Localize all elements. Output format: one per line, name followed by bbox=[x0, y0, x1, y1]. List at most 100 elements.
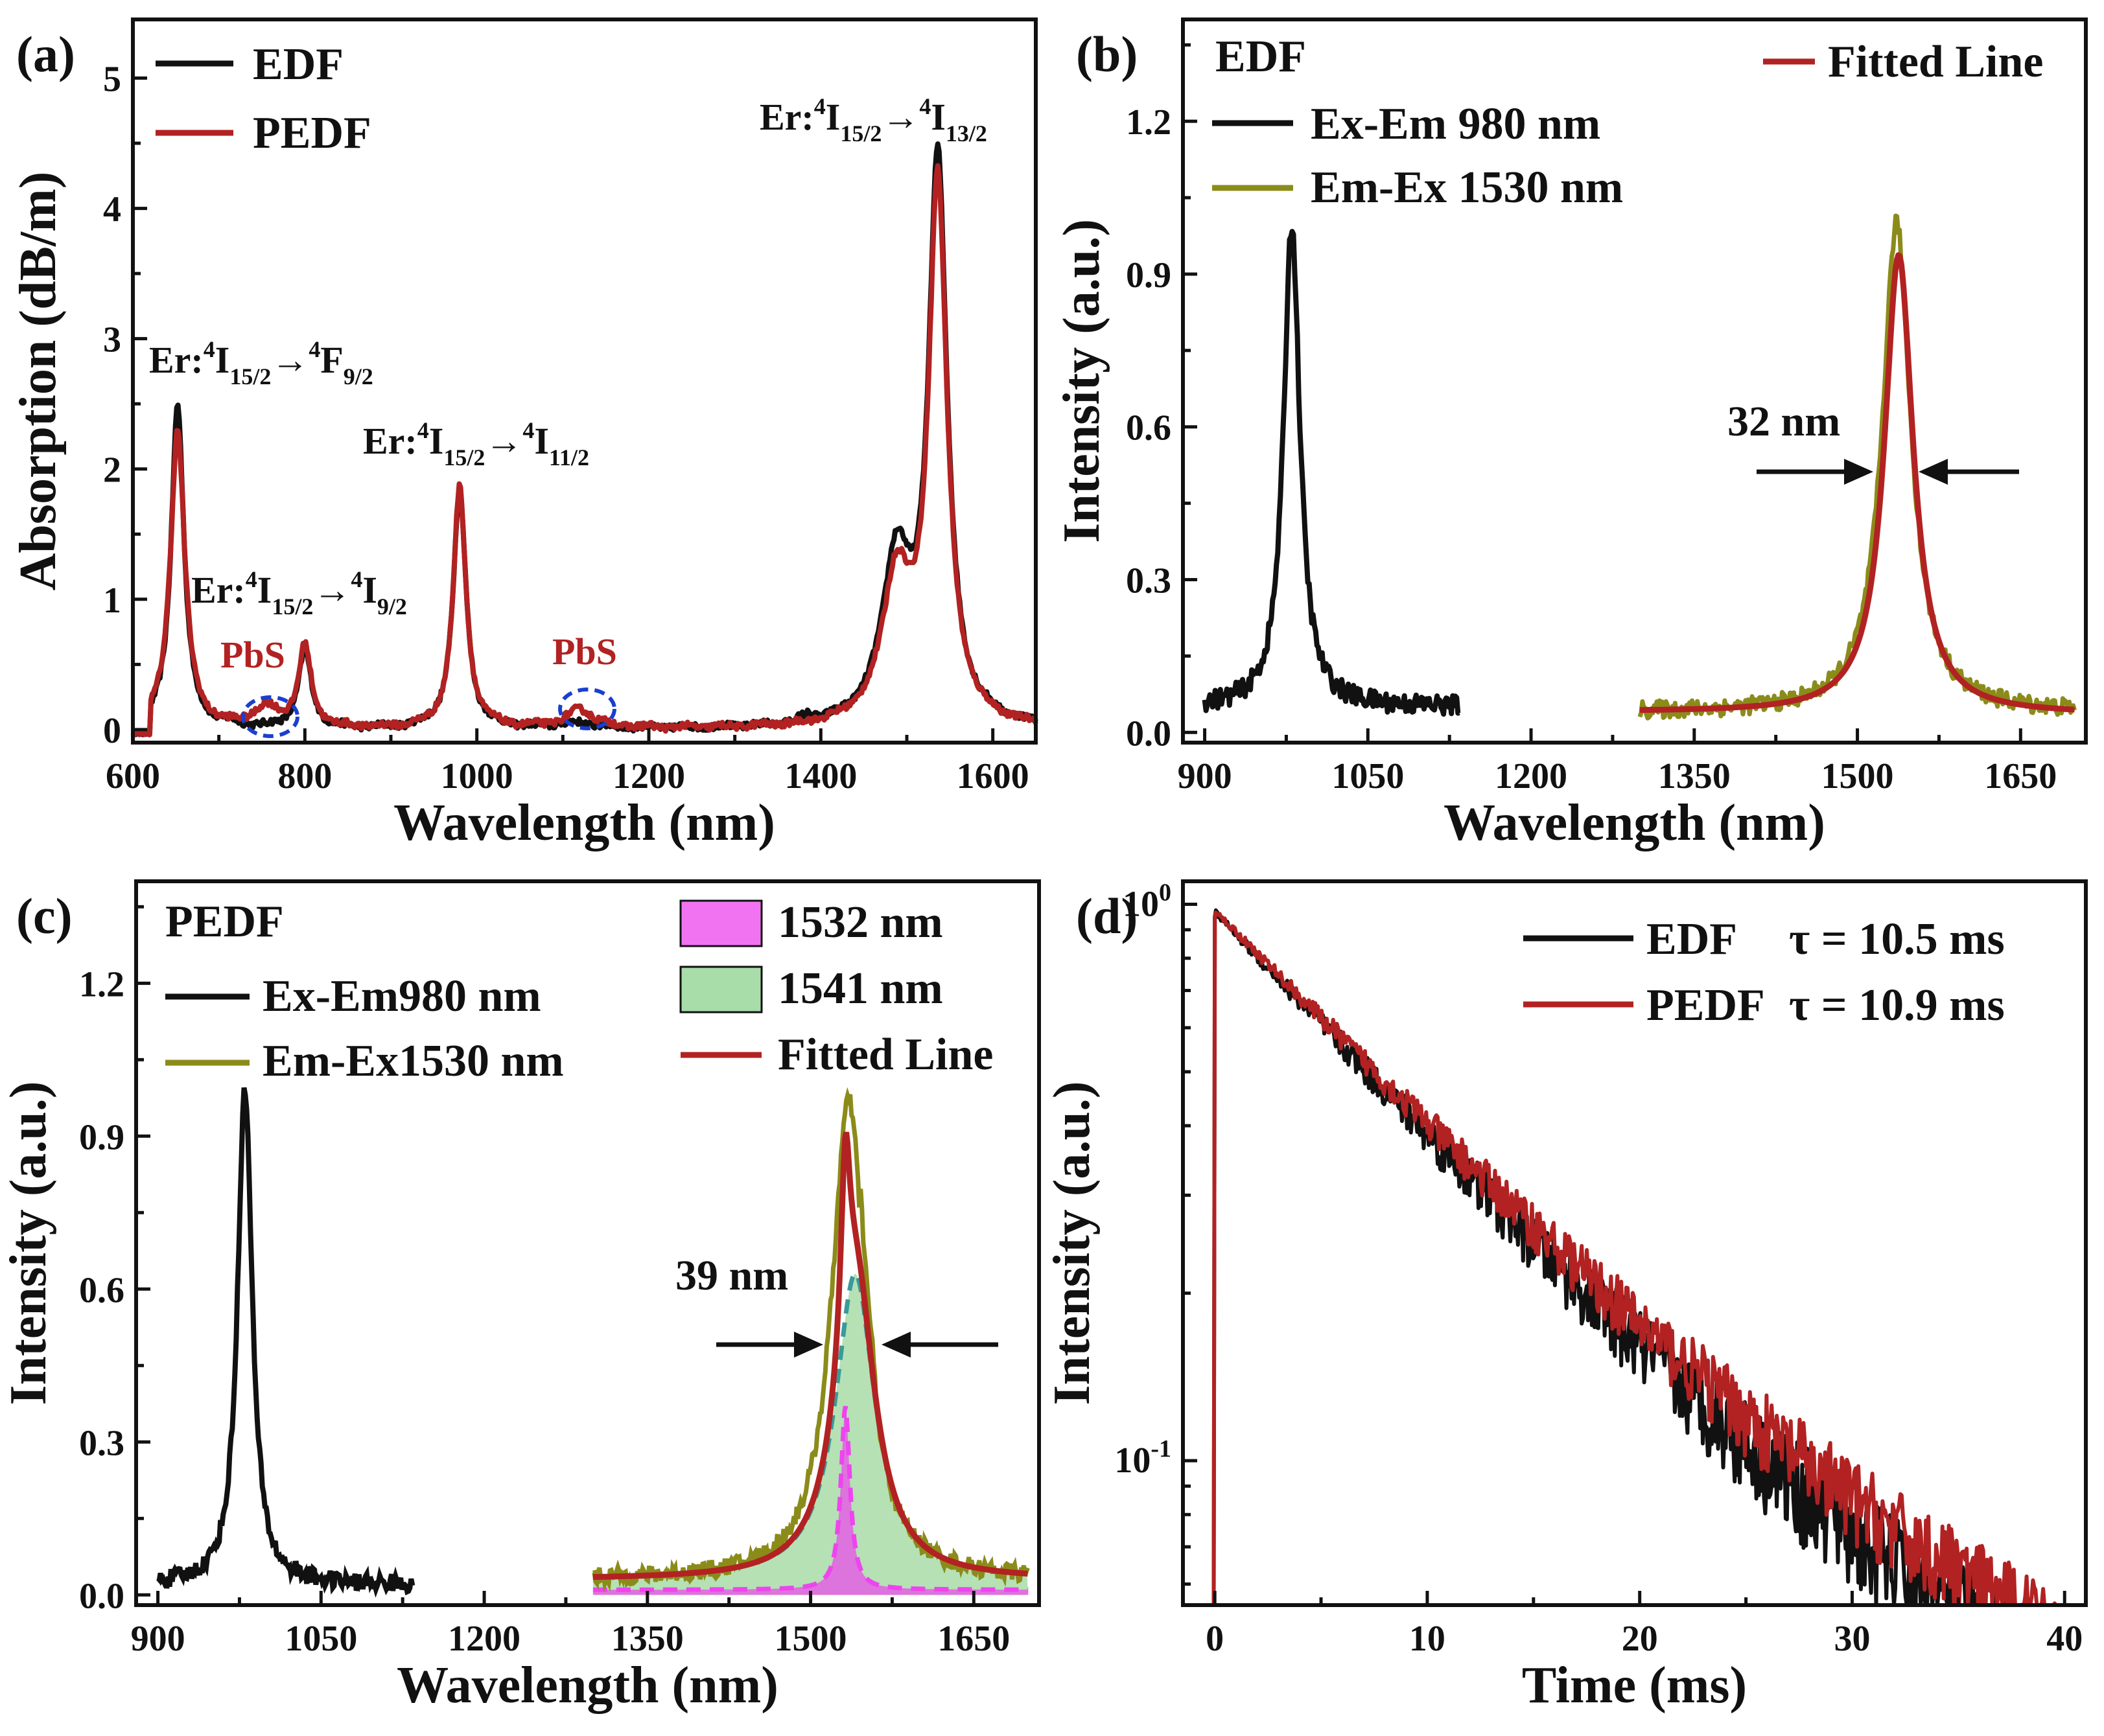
legend-label-c-1541: 1541 nm bbox=[778, 964, 943, 1013]
x-tick-label-a-0: 600 bbox=[106, 756, 160, 796]
y-axis-title-a: Absorption (dB/m) bbox=[10, 172, 67, 591]
legend-swatch-c-1541 bbox=[679, 966, 763, 1013]
x-axis-title-b: Wavelength (nm) bbox=[1444, 794, 1825, 851]
x-tick-label-d-0: 0 bbox=[1206, 1619, 1224, 1659]
legend-label-c-1532: 1532 nm bbox=[778, 897, 943, 947]
x-tick-label-c-1: 1050 bbox=[285, 1619, 357, 1659]
plot-frame-d bbox=[1181, 879, 2088, 1607]
x-tick-label-a-2: 1000 bbox=[441, 756, 513, 796]
panel-c-curves bbox=[156, 1087, 1030, 1598]
x-tick-label-c-5: 1650 bbox=[937, 1619, 1010, 1659]
plot-frame-b bbox=[1181, 17, 2088, 745]
y-tick-label-c-2: 0.6 bbox=[79, 1270, 124, 1310]
series-line-d-pedf bbox=[1211, 910, 2064, 1607]
x-tick-label-d-4: 40 bbox=[2046, 1619, 2083, 1659]
x-axis-title-c: Wavelength (nm) bbox=[397, 1657, 778, 1714]
plot-frame-a bbox=[131, 17, 1038, 745]
y-tick-label-a-5: 5 bbox=[103, 59, 121, 99]
legend-tau-d-pedf: τ = 10.9 ms bbox=[1789, 980, 2005, 1030]
fwhm-label-b: 32 nm bbox=[1727, 398, 1840, 445]
x-tick-label-b-4: 1500 bbox=[1821, 756, 1894, 796]
y-tick-label-c-3: 0.9 bbox=[79, 1117, 124, 1157]
y-tick-label-a-2: 2 bbox=[103, 450, 121, 491]
x-tick-label-d-1: 10 bbox=[1409, 1619, 1445, 1659]
panel-c-pedf-spectra: (c) 900 1050 1200 1350 1500 1650 0.0 0.3 0.6 0.9 1… bbox=[0, 879, 1041, 1714]
panel-d-decay: (d) 0 10 20 30 40 10-1 100 Time (ms) Intensity (… bbox=[1044, 879, 2088, 1714]
y-axis-title-b: Intensity (a.u.) bbox=[1053, 219, 1110, 543]
y-axis-title-c: Intensity (a.u.) bbox=[0, 1081, 57, 1405]
x-tick-label-b-2: 1200 bbox=[1495, 756, 1567, 796]
legend-label-d-edf: EDF bbox=[1646, 914, 1737, 964]
x-tick-label-c-2: 1200 bbox=[448, 1619, 520, 1659]
fwhm-arrows-c bbox=[716, 1332, 998, 1358]
panel-a-label: (a) bbox=[16, 26, 75, 82]
y-tick-label-c-0: 0.0 bbox=[79, 1576, 124, 1616]
panel-b-edf-spectra: (b) 900 1050 1200 1350 1500 1650 0.0 0.3 0.6 0.9 1… bbox=[1053, 17, 2088, 851]
y-tick-label-b-2: 0.6 bbox=[1126, 408, 1171, 448]
x-tick-label-b-1: 1050 bbox=[1331, 756, 1404, 796]
panel-b-sample: EDF bbox=[1215, 32, 1306, 82]
y-tick-label-b-3: 0.9 bbox=[1126, 255, 1171, 295]
legend-label-b-fitted: Fitted Line bbox=[1828, 37, 2043, 87]
y-tick-label-c-4: 1.2 bbox=[79, 964, 124, 1004]
panel-d-curves bbox=[1211, 908, 2064, 1607]
series-line-b-2 bbox=[1638, 252, 2076, 713]
x-tick-label-b-5: 1650 bbox=[1984, 756, 2057, 796]
y-tick-label-b-1: 0.3 bbox=[1126, 561, 1171, 601]
legend-label-c-fitted: Fitted Line bbox=[778, 1030, 993, 1080]
series-line-a-pedf bbox=[130, 163, 1038, 737]
pbs-label-1: PbS bbox=[220, 634, 285, 676]
x-tick-label-a-1: 800 bbox=[277, 756, 332, 796]
panel-a-absorption: (a) 600 800 1000 1200 1400 1600 0 1 2 3 4 5 Waveleng… bbox=[10, 17, 1038, 851]
legend-swatch-c-1532 bbox=[679, 899, 763, 947]
x-tick-label-c-4: 1500 bbox=[775, 1619, 847, 1659]
panel-d-axes: 0 10 20 30 40 10-1 100 Time (ms) Intensity (a.u.… bbox=[1044, 879, 2088, 1714]
x-tick-label-b-0: 900 bbox=[1178, 756, 1232, 796]
x-tick-label-c-0: 900 bbox=[131, 1619, 185, 1659]
panel-b-label: (b) bbox=[1076, 26, 1138, 82]
panel-c-label: (c) bbox=[16, 888, 73, 944]
panel-d-label: (d) bbox=[1076, 888, 1138, 944]
annotation-er-i92: Er:4I15/2→4I9/2 bbox=[191, 566, 407, 619]
annotation-er-i132: Er:4I15/2→4I13/2 bbox=[760, 93, 987, 146]
x-axis-title-a: Wavelength (nm) bbox=[393, 794, 775, 851]
pbs-ellipse-1 bbox=[241, 695, 299, 738]
fwhm-arrows-b bbox=[1757, 459, 2019, 485]
series-line-b-0 bbox=[1202, 229, 1461, 717]
legend-label-pedf: PEDF bbox=[253, 108, 371, 158]
legend-label-d-pedf: PEDF bbox=[1646, 980, 1765, 1030]
y-tick-label-a-4: 4 bbox=[103, 190, 121, 230]
annotation-er-i112: Er:4I15/2→4I11/2 bbox=[363, 417, 589, 470]
x-tick-label-c-3: 1350 bbox=[611, 1619, 684, 1659]
legend-label-b-ex: Ex-Em 980 nm bbox=[1311, 99, 1600, 149]
pbs-label-2: PbS bbox=[552, 631, 617, 673]
legend-label-b-em: Em-Ex 1530 nm bbox=[1311, 163, 1623, 213]
y-tick-label-a-0: 0 bbox=[103, 711, 121, 751]
y-tick-label-b-0: 0.0 bbox=[1126, 713, 1171, 754]
component-line-1532 bbox=[592, 1406, 1029, 1592]
y-tick-label-c-1: 0.3 bbox=[79, 1423, 124, 1463]
y-tick-label-a-3: 3 bbox=[103, 320, 121, 360]
y-tick-label-d-0: 10-1 bbox=[1114, 1435, 1171, 1481]
panel-b-curves bbox=[1202, 213, 2077, 721]
legend-label-c-em: Em-Ex1530 nm bbox=[263, 1036, 564, 1086]
x-tick-label-a-3: 1200 bbox=[613, 756, 685, 796]
annotation-er-f92: Er:4I15/2→4F9/2 bbox=[149, 336, 373, 389]
pbs-ellipse-2 bbox=[558, 688, 616, 730]
fwhm-label-c: 39 nm bbox=[675, 1252, 788, 1299]
series-line-c-fitted bbox=[592, 1131, 1028, 1580]
x-axis-title-d: Time (ms) bbox=[1522, 1657, 1747, 1714]
y-tick-label-a-1: 1 bbox=[103, 581, 121, 621]
y-axis-title-d: Intensity (a.u.) bbox=[1044, 1081, 1101, 1405]
panel-b-axes: 900 1050 1200 1350 1500 1650 0.0 0.3 0.6 0.9 1.2 Wa… bbox=[1053, 17, 2088, 851]
component-fill-1541 bbox=[592, 1273, 1029, 1595]
legend-label-c-ex: Ex-Em980 nm bbox=[263, 971, 541, 1021]
x-tick-label-a-4: 1400 bbox=[784, 756, 857, 796]
panel-c-axes: 900 1050 1200 1350 1500 1650 0.0 0.3 0.6 0.9 1.2 Wa… bbox=[0, 879, 1041, 1714]
panel-a-axes: 600 800 1000 1200 1400 1600 0 1 2 3 4 5 Wavelength (… bbox=[10, 17, 1038, 851]
x-tick-label-d-3: 30 bbox=[1834, 1619, 1870, 1659]
x-tick-label-a-5: 1600 bbox=[957, 756, 1029, 796]
legend-tau-d-edf: τ = 10.5 ms bbox=[1789, 914, 2005, 964]
x-tick-label-d-2: 20 bbox=[1622, 1619, 1658, 1659]
